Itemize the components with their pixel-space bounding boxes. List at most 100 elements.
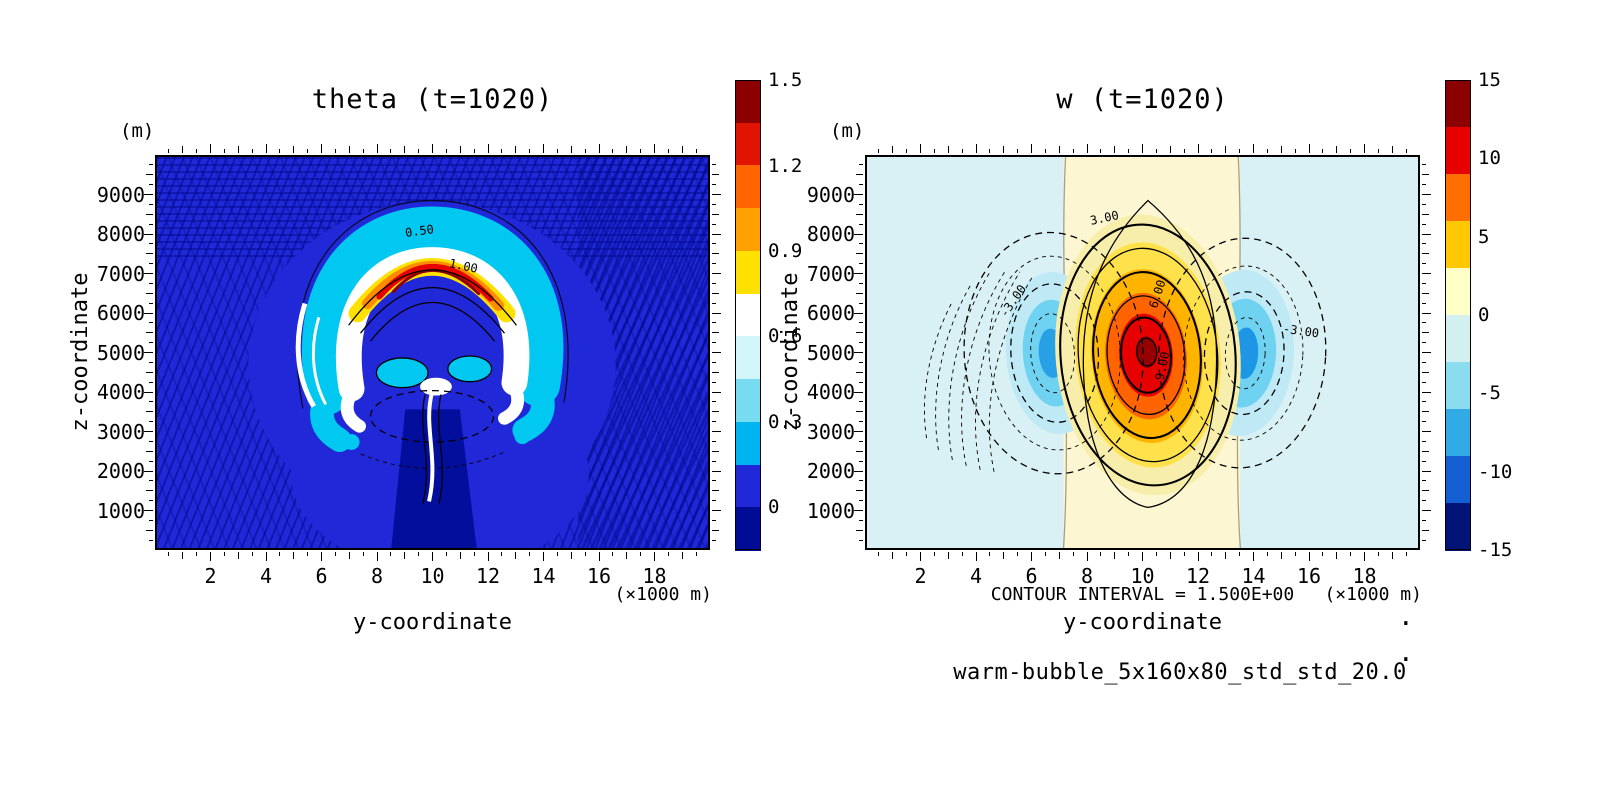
- x-axis-tick-top: [598, 144, 600, 153]
- colorbar-label: 0: [768, 496, 780, 519]
- theta-xlabel: y-coordinate: [353, 610, 512, 635]
- colorbar-label: -5: [1478, 382, 1501, 405]
- colorbar-segment: [1445, 80, 1471, 128]
- y-axis-tick-right: [712, 213, 719, 215]
- colorbar-segment: [1445, 315, 1471, 363]
- x-axis-tick: [168, 552, 170, 556]
- y-axis-tick: [144, 470, 153, 472]
- x-axis-tick-top: [1211, 149, 1213, 153]
- y-axis-tick-right: [712, 539, 716, 541]
- y-axis-tick: [854, 510, 863, 511]
- x-axis-tick-top: [878, 149, 880, 153]
- y-axis-tick: [149, 480, 153, 482]
- x-axis-tick-top: [989, 149, 991, 153]
- y-tick-label: 1000: [96, 498, 145, 523]
- y-axis-tick: [144, 194, 153, 195]
- x-axis-tick: [445, 552, 447, 556]
- y-axis-tick-right: [1422, 431, 1431, 432]
- x-axis-tick: [975, 552, 977, 561]
- x-axis-tick-top: [892, 146, 894, 153]
- x-tick-label: 8: [370, 564, 384, 588]
- x-axis-tick-top: [1072, 149, 1074, 153]
- w-xlabel: y-coordinate: [1063, 610, 1222, 635]
- y-axis-tick-right: [1422, 184, 1426, 186]
- x-axis-tick: [612, 552, 614, 556]
- x-axis-tick-top: [920, 144, 921, 153]
- x-axis-tick: [1155, 552, 1157, 556]
- theta-stem-contour-left: [422, 394, 428, 504]
- x-axis-tick-top: [321, 144, 322, 153]
- x-tick-label: 12: [1185, 564, 1211, 588]
- y-axis-tick: [856, 490, 863, 492]
- x-axis-tick-top: [348, 146, 350, 153]
- x-axis-tick: [487, 552, 489, 561]
- w-wave-fan: [924, 269, 1033, 472]
- theta-filament-2: [311, 316, 328, 406]
- y-axis-tick: [146, 450, 153, 452]
- x-tick-label: 4: [259, 564, 273, 588]
- x-axis-tick: [667, 552, 669, 556]
- colorbar-label: 0.6: [768, 325, 803, 348]
- x-axis-tick-top: [1405, 149, 1407, 153]
- x-axis-tick-top: [459, 146, 461, 153]
- y-axis-tick: [859, 302, 863, 304]
- colorbar-segment: [735, 165, 761, 209]
- colorbar-segment: [735, 122, 761, 167]
- x-tick-label: 18: [642, 564, 667, 588]
- x-axis-tick: [1072, 552, 1074, 556]
- colorbar-label: -15: [1478, 539, 1513, 561]
- x-tick-label: 2: [204, 564, 217, 588]
- y-axis-tick-right: [712, 342, 716, 344]
- x-axis-tick-top: [1169, 146, 1171, 153]
- y-axis-tick: [856, 411, 863, 413]
- x-axis-tick-top: [237, 146, 239, 153]
- theta-y-units-label: (m): [120, 120, 155, 142]
- y-axis-tick: [854, 233, 863, 235]
- y-tick-label: 2000: [96, 459, 145, 483]
- y-axis-tick-right: [1422, 421, 1426, 423]
- y-axis-tick-right: [712, 243, 716, 245]
- y-axis-tick: [144, 352, 153, 353]
- theta-stem-contour-right: [438, 394, 443, 504]
- x-tick-label: 4: [969, 564, 983, 588]
- y-tick-label: 4000: [96, 380, 145, 404]
- y-axis-tick-right: [712, 450, 719, 452]
- x-axis-tick: [1225, 552, 1227, 559]
- y-axis-tick-right: [1422, 213, 1429, 215]
- y-axis-tick: [859, 500, 863, 502]
- y-axis-tick: [146, 174, 153, 176]
- x-axis-tick: [1322, 552, 1324, 556]
- y-axis-tick-right: [712, 184, 716, 186]
- y-axis-tick: [859, 203, 863, 205]
- x-axis-tick-top: [404, 146, 406, 153]
- y-axis-tick-right: [1422, 539, 1426, 541]
- x-axis-tick: [237, 552, 239, 559]
- x-axis-tick: [459, 552, 461, 559]
- x-axis-tick-top: [196, 149, 198, 153]
- x-axis-tick: [501, 552, 503, 556]
- x-axis-tick-top: [681, 146, 683, 153]
- x-axis-tick-top: [1183, 149, 1185, 153]
- y-axis-tick-right: [712, 312, 721, 314]
- y-axis-tick: [854, 470, 863, 472]
- x-axis-tick: [1114, 552, 1116, 559]
- x-axis-tick-top: [584, 149, 586, 153]
- x-tick-label: 14: [1241, 564, 1266, 588]
- y-axis-tick: [144, 391, 153, 393]
- x-axis-tick-top: [626, 146, 628, 153]
- y-tick-label: 3000: [806, 419, 855, 444]
- x-axis-tick-top: [1197, 144, 1199, 153]
- x-tick-label: 14: [531, 564, 556, 588]
- x-axis-tick: [529, 552, 531, 556]
- x-axis-tick-top: [362, 149, 364, 153]
- y-axis-tick: [856, 450, 863, 452]
- y-axis-tick-right: [1422, 253, 1429, 255]
- x-tick-label: 8: [1080, 564, 1094, 588]
- y-axis-tick-right: [1422, 203, 1426, 205]
- y-axis-tick-right: [712, 460, 716, 462]
- x-axis-tick: [1266, 552, 1268, 556]
- theta-ridge-contour-2: [360, 287, 505, 334]
- y-axis-tick: [149, 282, 153, 284]
- y-axis-tick: [856, 174, 863, 176]
